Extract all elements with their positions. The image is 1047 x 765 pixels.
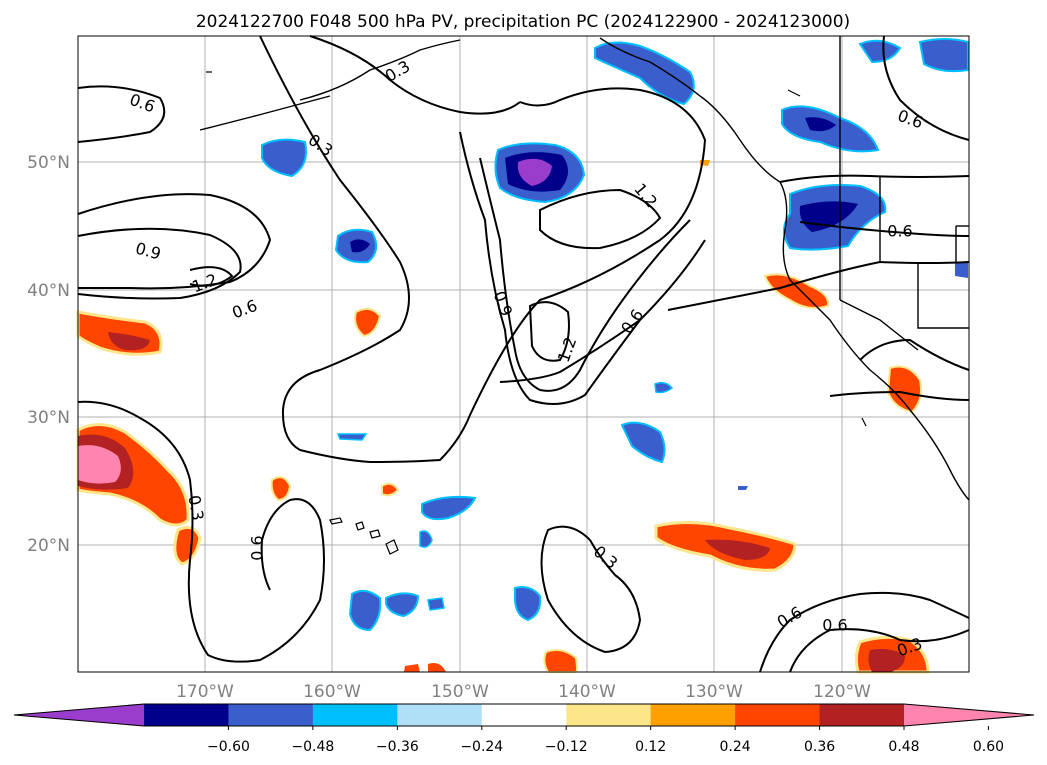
colorbar-tick-label: −0.12: [545, 739, 588, 755]
colorbar-segment: [819, 704, 905, 726]
colorbar-tick-label: 0.60: [973, 739, 1004, 755]
colorbar-tick-label: −0.36: [376, 739, 419, 755]
colorbar-tick-label: −0.24: [460, 739, 503, 755]
map-frame: [77, 35, 970, 673]
negative-precip-areas: [261, 38, 969, 632]
contour-label: 0.3: [184, 494, 207, 522]
contour-label: 0.6: [248, 535, 267, 560]
lon-label-170w: 170°W: [176, 682, 234, 702]
coastlines: [199, 36, 970, 501]
lat-label-20n: 20°N: [27, 536, 70, 556]
colorbar-segment: [481, 704, 567, 726]
lat-label-30n: 30°N: [27, 408, 70, 428]
lon-label-120w: 120°W: [813, 682, 871, 702]
colorbar-segments: [13, 703, 1035, 727]
positive-precip-areas: [76, 160, 930, 674]
colorbar-tick-label: 0.12: [635, 739, 666, 755]
colorbar-tick-label: 0.36: [804, 739, 835, 755]
colorbar-outline: [13, 703, 1035, 727]
gridlines: [78, 36, 969, 672]
lat-label-40n: 40°N: [27, 281, 70, 301]
lon-axis-labels: 170°W 160°W 150°W 140°W 130°W 120°W: [176, 682, 871, 702]
lat-label-50n: 50°N: [27, 153, 70, 173]
lon-label-160w: 160°W: [303, 682, 361, 702]
colorbar-extend-min: [14, 704, 144, 726]
colorbar-segment: [397, 704, 483, 726]
colorbar-extend-max: [904, 704, 1034, 726]
islands: [206, 71, 867, 555]
map-plot: 0.60.30.91.20.61.20.91.20.60.60.60.30.6 0…: [76, 35, 970, 674]
colorbar-tick-label: 0.24: [720, 739, 751, 755]
map-title: 2024122700 F048 500 hPa PV, precipitatio…: [196, 12, 850, 32]
lon-label-140w: 140°W: [558, 682, 616, 702]
colorbar-segment: [144, 704, 229, 726]
precipitation-fills: [76, 38, 969, 674]
colorbar-segment: [312, 704, 398, 726]
colorbar-tick-labels: −0.60 −0.48 −0.36 −0.24 −0.12 0.12 0.24 0.36 0.4…: [207, 726, 1004, 755]
colorbar-tick-label: −0.60: [207, 739, 250, 755]
colorbar-segment: [228, 704, 314, 726]
lat-axis-labels: 50°N 40°N 30°N 20°N: [27, 153, 70, 556]
colorbar: −0.60 −0.48 −0.36 −0.24 −0.12 0.12 0.24 0.36 0.4…: [13, 703, 1035, 755]
lon-label-130w: 130°W: [685, 682, 743, 702]
colorbar-tick-label: 0.48: [888, 739, 919, 755]
colorbar-segment: [735, 704, 821, 726]
colorbar-tick-label: −0.48: [291, 739, 334, 755]
contour-label: 0.6: [887, 222, 912, 241]
lon-label-150w: 150°W: [431, 682, 489, 702]
colorbar-segment: [650, 704, 736, 726]
colorbar-segment: [566, 704, 652, 726]
pv-contours: [77, 35, 970, 673]
contour-label: 0.6: [822, 616, 847, 635]
